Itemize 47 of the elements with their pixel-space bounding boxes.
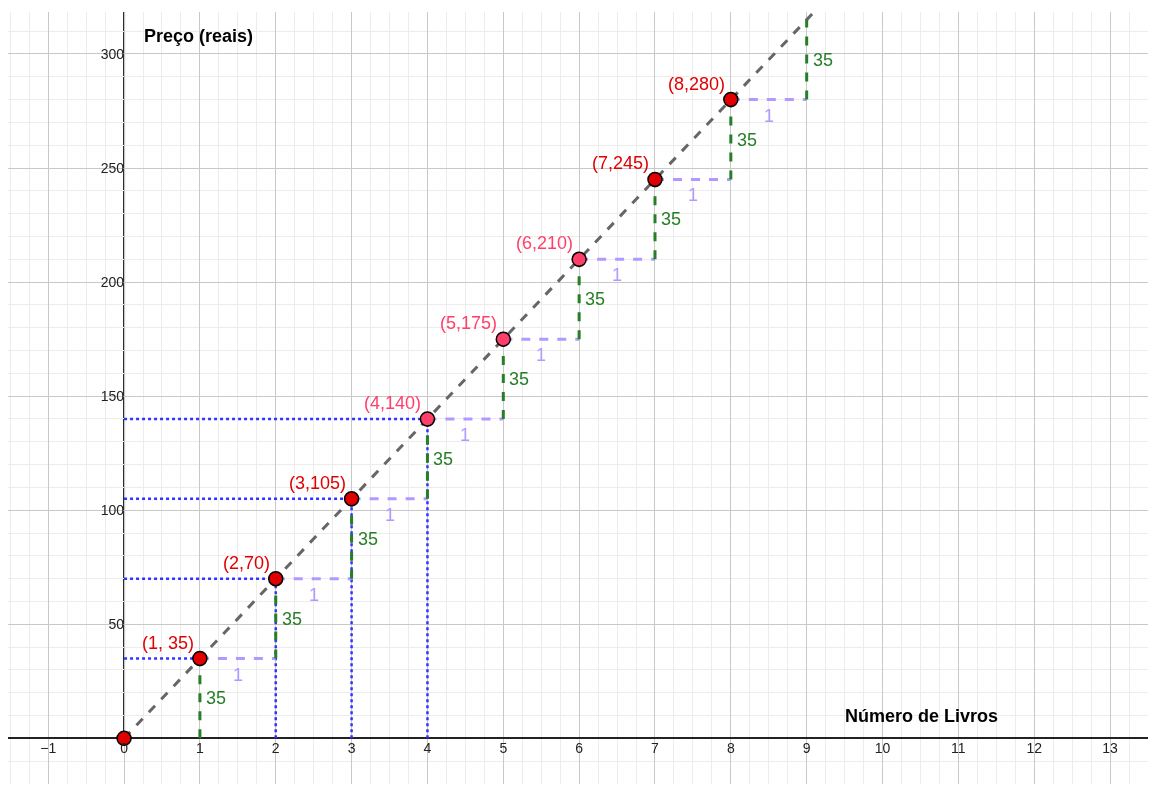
x-tick-label: 11 — [951, 740, 966, 757]
annotation: 35 — [358, 529, 379, 549]
x-tick-label: 10 — [874, 740, 891, 757]
annotation: 35 — [737, 130, 758, 150]
x-tick-label: 4 — [423, 740, 432, 757]
y-tick-label: 200 — [100, 274, 125, 291]
x-tick-label: 8 — [726, 740, 735, 757]
annotation: 35 — [509, 369, 530, 389]
y-tick-label: 100 — [100, 502, 125, 519]
annotation: (7,245) — [592, 153, 650, 173]
x-tick-label: 12 — [1026, 740, 1043, 757]
annotation: 35 — [661, 209, 682, 229]
y-tick-label: 250 — [100, 159, 125, 176]
x-axis-title: Número de Livros — [845, 706, 999, 726]
x-tick-label: 1 — [196, 740, 204, 757]
annotation: 35 — [813, 50, 834, 70]
annotation: 1 — [233, 665, 244, 685]
annotation: 1 — [688, 185, 699, 205]
x-tick-label: 5 — [499, 740, 508, 757]
annotation: (3,105) — [289, 473, 347, 493]
annotation: (5,175) — [440, 313, 498, 333]
x-tick-label: 7 — [651, 740, 660, 757]
annotation: 35 — [433, 449, 454, 469]
annotation: 1 — [460, 425, 471, 445]
y-tick-label: 300 — [100, 45, 125, 62]
annotation: (1, 35) — [142, 633, 195, 653]
annotation: 35 — [585, 289, 606, 309]
annotation: 1 — [309, 585, 320, 605]
annotation: 1 — [612, 265, 623, 285]
annotation: 1 — [764, 106, 775, 126]
x-tick-label: 3 — [347, 740, 356, 757]
x-tick-label: 6 — [575, 740, 584, 757]
y-tick-label: 50 — [108, 616, 125, 633]
annotation: 1 — [536, 345, 547, 365]
x-tick-label: −1 — [40, 740, 57, 757]
annotation: (2,70) — [223, 553, 271, 573]
annotation: (4,140) — [364, 393, 422, 413]
annotation: 1 — [385, 505, 396, 525]
x-tick-label: 9 — [802, 740, 811, 757]
annotation: 35 — [282, 609, 303, 629]
x-tick-label: 13 — [1102, 740, 1119, 757]
annotation: 35 — [206, 688, 227, 708]
y-axis-title: Preço (reais) — [144, 26, 254, 46]
x-tick-label: 2 — [271, 740, 280, 757]
annotation: (6,210) — [516, 233, 574, 253]
y-tick-label: 150 — [100, 388, 125, 405]
annotation: (8,280) — [668, 74, 726, 94]
